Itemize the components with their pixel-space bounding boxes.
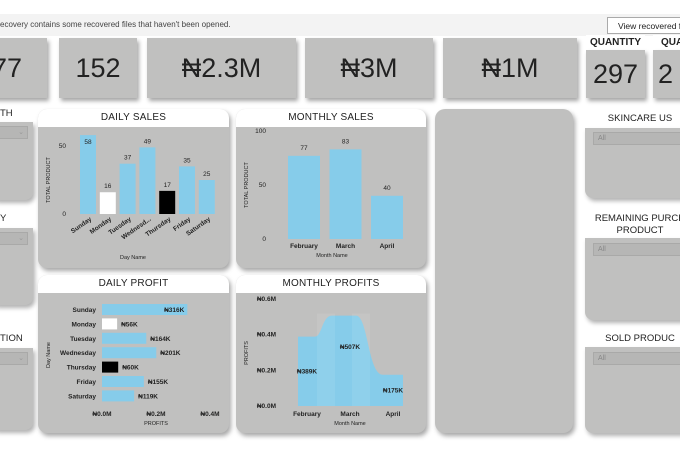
slicer-remaining: All: [585, 238, 680, 320]
slicer-dropdown[interactable]: All: [593, 352, 680, 365]
slicer-location: ⌄: [0, 348, 33, 430]
chart-title: MONTHLY SALES: [236, 109, 426, 127]
kpi-value: 297: [592, 58, 639, 89]
quantity-2-label: QUA: [653, 35, 680, 49]
kpi-card-4: ₦3M: [305, 38, 433, 98]
kpi-value: 2: [658, 58, 674, 89]
kpi-card-1: 77: [0, 38, 47, 98]
chevron-down-icon: ⌄: [18, 235, 24, 242]
slicer-header-line2: PRODUCT: [616, 225, 664, 236]
recovery-message: ecovery contains some recovered files th…: [0, 20, 231, 29]
kpi-value: ₦1M: [481, 52, 539, 83]
chevron-down-icon: ⌄: [18, 129, 24, 136]
kpi-card-2: 152: [59, 38, 137, 98]
kpi-value: 152: [75, 52, 121, 83]
slicer-header-sold: SOLD PRODUC: [585, 330, 680, 347]
slicer-dropdown[interactable]: ⌄: [0, 126, 28, 139]
slicer-header-skincare: SKINCARE US: [585, 109, 680, 128]
quantity-label: QUANTITY: [586, 35, 645, 49]
chevron-down-icon: ⌄: [18, 355, 24, 362]
slicer-header-location: TION: [0, 333, 33, 347]
chart-title: DAILY SALES: [38, 109, 229, 127]
kpi-card-5: ₦1M: [443, 38, 577, 98]
recovery-notification-bar: [0, 14, 680, 36]
chart-title: MONTHLY PROFITS: [236, 275, 426, 293]
slicer-skincare: All: [585, 128, 680, 198]
kpi-card-3: ₦2.3M: [147, 38, 296, 98]
slicer-dropdown[interactable]: All: [593, 243, 680, 256]
daily-sales-card: DAILY SALES: [38, 109, 229, 268]
slicer-day: ⌄: [0, 228, 33, 305]
quantity-2-card: 2: [653, 50, 680, 98]
monthly-sales-card: MONTHLY SALES: [236, 109, 426, 268]
daily-profit-card: DAILY PROFIT: [38, 275, 229, 433]
empty-visual-card: [435, 109, 573, 433]
slicer-sold: All: [585, 347, 680, 433]
slicer-dropdown[interactable]: ⌄: [0, 352, 28, 365]
slicer-header-line1: REMAINING PURCH: [594, 213, 680, 224]
monthly-profits-card: MONTHLY PROFITS: [236, 275, 426, 433]
slicer-header-month: TH: [0, 108, 33, 122]
kpi-value: ₦3M: [340, 52, 398, 83]
slicer-dropdown[interactable]: All: [593, 132, 680, 145]
kpi-value: ₦2.3M: [181, 52, 262, 83]
slicer-header-remaining: REMAINING PURCH PRODUCT: [585, 210, 680, 238]
slicer-header-day: Y: [0, 213, 20, 225]
quantity-card: 297: [586, 50, 645, 98]
slicer-dropdown[interactable]: ⌄: [0, 232, 28, 245]
kpi-value: 77: [0, 52, 23, 83]
view-recovered-files-button[interactable]: View recovered f: [607, 17, 680, 34]
chart-title: DAILY PROFIT: [38, 275, 229, 293]
slicer-month: ⌄: [0, 122, 33, 200]
